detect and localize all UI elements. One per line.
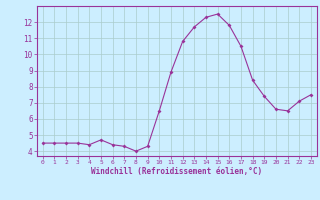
X-axis label: Windchill (Refroidissement éolien,°C): Windchill (Refroidissement éolien,°C) [91,167,262,176]
